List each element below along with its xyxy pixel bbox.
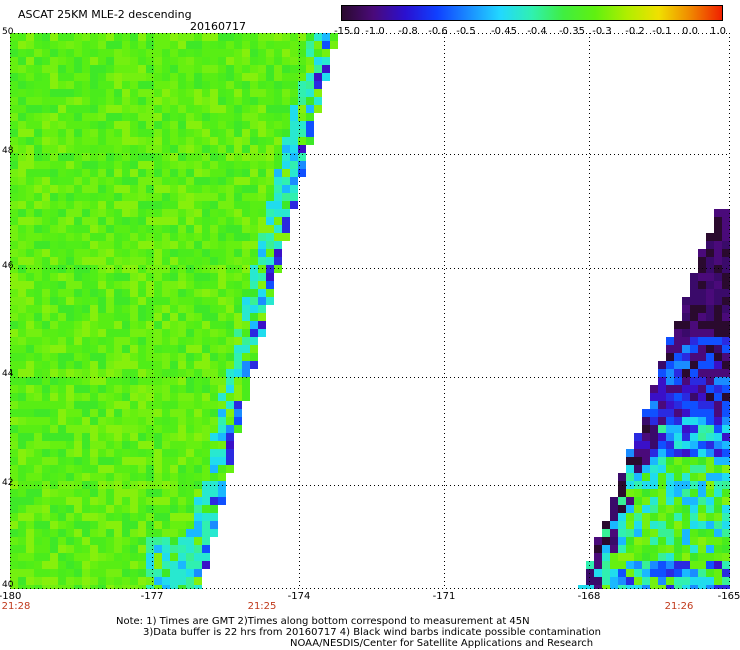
lat-tick-label: 46 <box>2 261 14 271</box>
colorbar-label: -0.35 <box>559 26 585 37</box>
colorbar-label: 1.0 <box>710 26 726 37</box>
colorbar-label: -0.45 <box>491 26 517 37</box>
colorbar-label: -0.8 <box>398 26 418 37</box>
lat-tick-label: 40 <box>2 580 14 590</box>
time-label: 21:28 <box>1 601 31 612</box>
time-label: 21:26 <box>664 601 694 612</box>
colorbar-label: -0.2 <box>625 26 645 37</box>
footer-note-2: 3)Data buffer is 22 hrs from 20160717 4)… <box>143 627 601 638</box>
lon-tick-label: -180 <box>0 591 22 602</box>
colorbar-label: -0.3 <box>592 26 612 37</box>
colorbar-label: -0.4 <box>527 26 547 37</box>
colorbar-label: -1.0 <box>365 26 385 37</box>
lon-tick-label: -168 <box>577 591 601 602</box>
lon-tick-label: -165 <box>717 591 740 602</box>
footer-note-3: NOAA/NESDIS/Center for Satellite Applica… <box>290 638 594 649</box>
lon-tick-label: -177 <box>140 591 164 602</box>
footer-note-1: Note: 1) Times are GMT 2)Times along bot… <box>116 616 530 627</box>
lat-tick-label: 42 <box>2 478 14 488</box>
colorbar-gradient <box>342 6 722 20</box>
lat-tick-label: 44 <box>2 369 14 379</box>
chart-date: 20160717 <box>190 20 246 33</box>
colorbar-label: -0.5 <box>456 26 476 37</box>
map-area <box>10 33 730 589</box>
map-canvas <box>10 33 730 589</box>
lat-tick-label: 48 <box>2 146 14 156</box>
colorbar <box>341 5 723 21</box>
colorbar-label: -15.0 <box>334 26 360 37</box>
colorbar-label: -0.1 <box>652 26 672 37</box>
lat-tick-label: 50 <box>2 27 14 37</box>
colorbar-label: -0.6 <box>428 26 448 37</box>
lon-tick-label: -171 <box>432 591 456 602</box>
colorbar-labels: -15.0 -1.0 -0.8 -0.6 -0.5 -0.45 -0.4 -0.… <box>334 26 735 38</box>
chart-title: ASCAT 25KM MLE-2 descending <box>18 8 192 21</box>
lon-tick-label: -174 <box>287 591 311 602</box>
time-label: 21:25 <box>247 601 277 612</box>
colorbar-label: 0.0 <box>682 26 698 37</box>
